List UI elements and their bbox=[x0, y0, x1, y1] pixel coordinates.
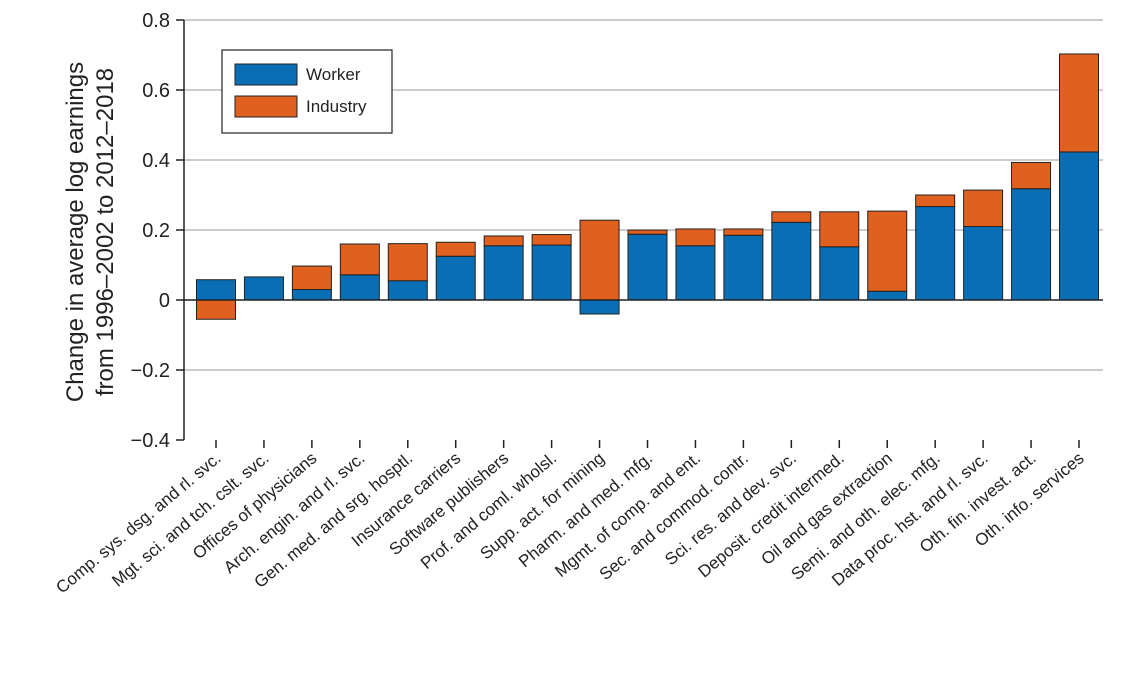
bar-industry bbox=[483, 235, 524, 247]
bar-worker bbox=[675, 245, 716, 301]
y-axis-title: Change in average log earnings from 1996… bbox=[62, 62, 119, 402]
legend-swatch-industry bbox=[234, 95, 298, 118]
x-ticks: Comp. sys. dsg. and rl. svc.Mgt. sci. an… bbox=[52, 440, 1088, 597]
bar-industry bbox=[196, 299, 236, 320]
y-tick-label: −0.2 bbox=[131, 360, 170, 382]
bar-worker bbox=[963, 226, 1004, 301]
bar-worker bbox=[819, 246, 860, 301]
y-tick-label: 0 bbox=[159, 290, 170, 312]
bar-worker bbox=[579, 299, 620, 315]
legend: Worker Industry bbox=[221, 49, 393, 134]
bar-worker bbox=[531, 244, 572, 301]
bar-industry bbox=[723, 228, 764, 236]
bar-worker bbox=[723, 234, 764, 301]
bar-industry bbox=[387, 243, 428, 282]
y-axis-title-line-1: Change in average log earnings bbox=[62, 62, 89, 402]
y-axis-title-line-2: from 1996–2002 to 2012–2018 bbox=[92, 68, 119, 396]
bar-industry bbox=[435, 241, 476, 257]
y-ticks: −0.4 −0.2 0 0.2 0.4 0.6 0.8 bbox=[131, 10, 184, 452]
bar-worker bbox=[483, 245, 524, 301]
bar-industry bbox=[579, 219, 620, 301]
bar-worker bbox=[867, 290, 908, 301]
y-tick-label: 0.2 bbox=[142, 220, 170, 242]
bar-industry bbox=[675, 228, 716, 247]
bar-worker bbox=[915, 206, 956, 301]
bar-industry bbox=[963, 189, 1004, 228]
bar-industry bbox=[291, 265, 332, 290]
bar-industry bbox=[1059, 53, 1099, 153]
bar-worker bbox=[243, 276, 284, 301]
y-tick-label: 0.6 bbox=[142, 80, 170, 102]
bar-worker bbox=[196, 279, 236, 301]
bar-industry bbox=[867, 210, 908, 292]
bar-industry bbox=[771, 211, 812, 223]
bar-industry bbox=[1011, 161, 1052, 190]
bar-industry bbox=[339, 243, 380, 276]
bar-worker bbox=[1011, 188, 1052, 301]
legend-label-worker: Worker bbox=[306, 65, 361, 84]
bar-industry bbox=[819, 211, 860, 248]
bar-worker bbox=[627, 233, 668, 301]
bar-worker bbox=[435, 255, 476, 301]
bar-worker bbox=[771, 221, 812, 301]
legend-label-industry: Industry bbox=[306, 97, 367, 116]
y-tick-label: 0.4 bbox=[142, 150, 170, 172]
bar-worker bbox=[387, 280, 428, 301]
bar-worker bbox=[1059, 151, 1099, 301]
bar-worker bbox=[339, 274, 380, 301]
bar-worker bbox=[291, 289, 332, 301]
bar-industry bbox=[627, 229, 668, 235]
y-tick-label: −0.4 bbox=[131, 430, 170, 452]
bar-industry bbox=[531, 234, 572, 246]
legend-swatch-worker bbox=[234, 63, 298, 86]
y-tick-label: 0.8 bbox=[142, 10, 170, 32]
bar-industry bbox=[915, 194, 956, 208]
legend-box bbox=[221, 49, 393, 134]
